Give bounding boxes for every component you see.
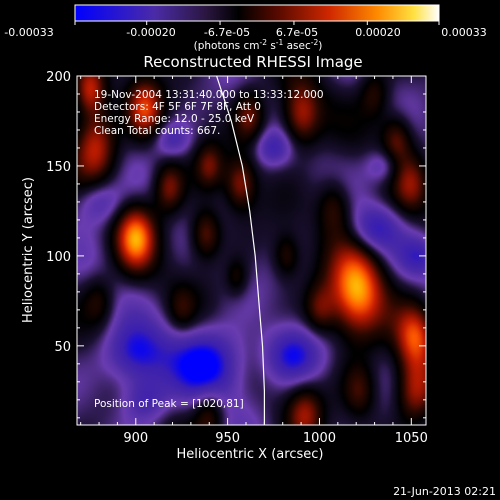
solar-limb-curve bbox=[216, 76, 265, 425]
colorbar bbox=[74, 4, 440, 22]
colorbar-tick-label: 6.7e-05 bbox=[276, 26, 318, 39]
axis-tick-labels: 900 950 1000 1050 50 100 150 200 bbox=[46, 70, 428, 446]
y-tick-label: 100 bbox=[46, 250, 71, 265]
annotation-block: 19-Nov-2004 13:31:40.000 to 13:33:12.000… bbox=[94, 89, 324, 137]
heatmap-image bbox=[77, 76, 426, 425]
colorbar-tick-label: -0.00020 bbox=[126, 26, 175, 39]
colorbar-tick-label: 0.00033 bbox=[441, 26, 487, 39]
peak-position-label: Position of Peak = [1020,81] bbox=[94, 398, 244, 410]
x-tick-label: 950 bbox=[215, 431, 240, 446]
colorbar-tick-labels: -0.00033 -0.00020 -6.7e-05 6.7e-05 0.000… bbox=[4, 26, 486, 39]
plot-frame bbox=[76, 75, 427, 426]
x-tick-label: 1050 bbox=[395, 431, 428, 446]
axis-ticks bbox=[77, 75, 426, 425]
y-tick-label: 150 bbox=[46, 160, 71, 175]
colorbar-tick-label: -6.7e-05 bbox=[204, 26, 250, 39]
colorbar-tick-label: 0.00020 bbox=[355, 26, 401, 39]
chart-title: Reconstructed RHESSI Image bbox=[143, 53, 362, 71]
annotation-energy: Energy Range: 12.0 - 25.0 keV bbox=[94, 113, 255, 125]
x-tick-label: 900 bbox=[123, 431, 148, 446]
heatmap-area bbox=[77, 76, 426, 425]
y-axis-label: Heliocentric Y (arcsec) bbox=[21, 177, 36, 323]
annotation-counts: Clean Total counts: 667. bbox=[94, 125, 220, 137]
footer-date: 21-Jun-2013 02:21 bbox=[393, 485, 496, 498]
y-tick-label: 50 bbox=[54, 340, 71, 355]
colorbar-units: (photons cm-2 s-1 asec-2) bbox=[194, 38, 323, 52]
annotation-time: 19-Nov-2004 13:31:40.000 to 13:33:12.000 bbox=[94, 89, 324, 101]
x-tick-label: 1000 bbox=[303, 431, 336, 446]
x-axis-label: Heliocentric X (arcsec) bbox=[177, 447, 324, 462]
y-tick-label: 200 bbox=[46, 70, 71, 85]
annotation-detectors: Detectors: 4F 5F 6F 7F 8F, Att 0 bbox=[94, 101, 261, 113]
colorbar-ticks bbox=[74, 21, 440, 25]
colorbar-tick-label: -0.00033 bbox=[4, 26, 53, 39]
